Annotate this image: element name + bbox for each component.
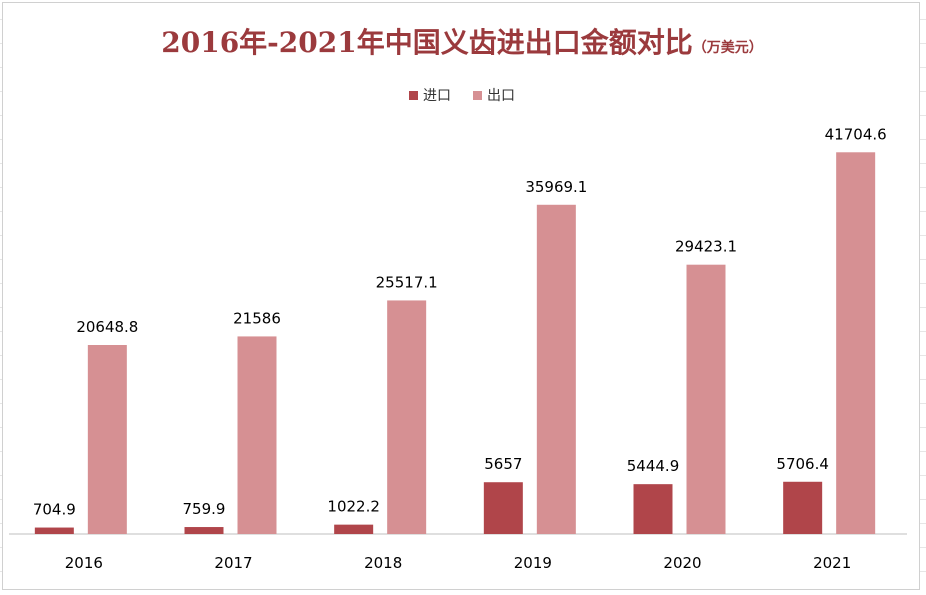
bar-export-2017 <box>237 336 277 534</box>
x-tick-label-2019: 2019 <box>514 554 552 572</box>
data-label-import-2016: 704.9 <box>33 501 76 519</box>
legend-item-import: 进口 <box>409 85 451 105</box>
legend: 进口 出口 <box>3 85 921 105</box>
data-label-import-2018: 1022.2 <box>327 498 380 516</box>
legend-swatch-export <box>473 90 482 100</box>
x-tick-label-2020: 2020 <box>663 554 701 572</box>
data-label-import-2021: 5706.4 <box>776 455 829 473</box>
legend-label-import: 进口 <box>423 88 451 104</box>
legend-item-export: 出口 <box>473 85 515 105</box>
bar-export-2019 <box>536 204 576 534</box>
chart-title-main: 2016年-2021年中国义齿进出口金额对比 <box>161 26 693 59</box>
bar-export-2020 <box>686 264 726 534</box>
data-label-import-2019: 5657 <box>484 455 522 473</box>
bar-import-2018 <box>334 524 374 534</box>
x-tick-label-2016: 2016 <box>65 554 103 572</box>
bar-export-2018 <box>387 300 427 534</box>
legend-label-export: 出口 <box>487 88 515 104</box>
x-tick-label-2021: 2021 <box>813 554 851 572</box>
chart-title-unit: （万美元） <box>692 40 763 56</box>
data-label-export-2019: 35969.1 <box>525 178 587 196</box>
bar-import-2019 <box>483 482 523 534</box>
x-tick-label-2018: 2018 <box>364 554 402 572</box>
bar-import-2017 <box>184 527 224 534</box>
data-label-export-2021: 41704.6 <box>825 125 887 143</box>
bar-import-2020 <box>633 484 673 534</box>
chart-area: 2016年-2021年中国义齿进出口金额对比（万美元） 进口 出口 704.9 2… <box>2 2 920 590</box>
data-label-export-2017: 21586 <box>233 309 281 327</box>
data-label-export-2016: 20648.8 <box>76 318 138 336</box>
data-label-import-2017: 759.9 <box>183 500 226 518</box>
legend-swatch-import <box>409 90 418 100</box>
data-label-import-2020: 5444.9 <box>627 457 680 475</box>
chart-title: 2016年-2021年中国义齿进出口金额对比（万美元） <box>3 21 921 61</box>
bar-export-2021 <box>836 152 876 534</box>
x-tick-label-2017: 2017 <box>214 554 252 572</box>
plot-svg: 704.9 20648.8 2016 759.9 21586 2017 1022.2 2551… <box>9 125 907 572</box>
data-label-export-2018: 25517.1 <box>376 273 438 291</box>
bar-import-2021 <box>783 481 823 534</box>
data-label-export-2020: 29423.1 <box>675 238 737 256</box>
bar-import-2016 <box>34 527 74 534</box>
bar-export-2016 <box>87 345 127 534</box>
